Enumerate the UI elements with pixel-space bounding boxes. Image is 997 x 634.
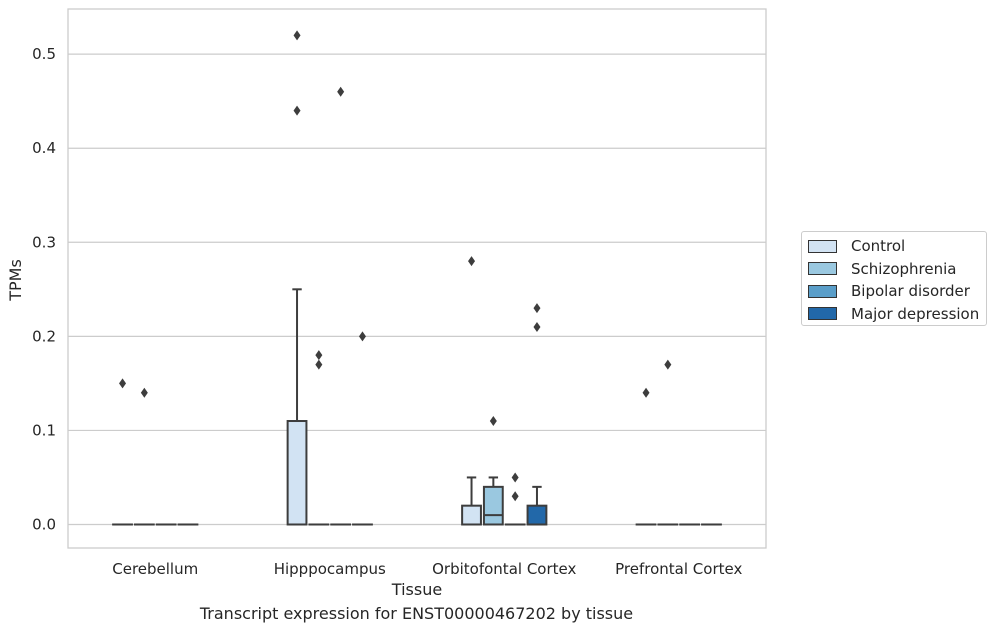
plot-area-frame [67,8,767,549]
gridlines [68,53,766,526]
legend-item: Major depression [808,303,986,326]
box-schizophrenia [133,387,155,526]
x-tick-label: Prefrontal Cortex [615,560,742,578]
box-body [286,420,308,526]
x-tick-label: Orbitofontal Cortex [432,560,576,578]
legend-label: Schizophrenia [851,259,957,278]
outlier-point [140,387,148,398]
box-group [112,30,722,526]
outlier-point [533,303,541,314]
y-tick-label: 0.3 [32,233,56,251]
outlier-point [511,491,519,502]
legend-item: Schizophrenia [808,258,986,281]
legend-swatch [808,284,837,298]
outlier-point [293,105,301,116]
outlier-point [293,30,301,41]
box-schizophrenia [308,350,330,526]
box-body [526,504,548,526]
x-tick-label: Hipppocampus [274,560,386,578]
legend-swatch [808,262,837,276]
outlier-point [533,321,541,332]
outlier-point [489,416,497,427]
outlier-point [315,359,323,370]
y-tick-label: 0.0 [32,515,56,533]
box-body [482,485,504,526]
chart-caption: Transcript expression for ENST0000046720… [199,604,634,623]
outlier-point [315,350,323,361]
outlier-point [664,359,672,370]
outlier-point [337,86,345,97]
box-schizophrenia [657,359,679,526]
y-tick-label: 0.5 [32,45,56,63]
legend-item: Control [808,235,986,258]
outlier-point [642,387,650,398]
box-bipolar-disorder [330,86,352,526]
outlier-point [358,331,366,342]
y-tick-labels: 0.0 0.1 0.2 0.3 0.4 0.5 [32,45,56,533]
box-control [461,256,482,526]
legend-swatch [808,307,837,321]
box-control [286,30,308,526]
box-major-depression [352,331,373,526]
box-bipolar-disorder [504,472,526,526]
legend-label: Major depression [851,304,980,323]
legend: Control Schizophrenia Bipolar disorder Majo… [801,231,987,326]
x-tick-labels: Cerebellum Hipppocampus Orbitofontal Corte… [112,560,742,578]
y-axis-label: TPMs [6,259,25,302]
box-schizophrenia [482,416,504,526]
box-major-depression [526,303,548,526]
legend-swatch [808,239,837,253]
y-tick-label: 0.1 [32,421,56,439]
legend-label: Bipolar disorder [851,282,970,301]
outlier-point [511,472,519,483]
box-control [112,378,133,526]
legend-item: Bipolar disorder [808,280,986,303]
x-axis-label: Tissue [391,580,442,599]
x-tick-label: Cerebellum [112,560,198,578]
box-control [635,387,657,526]
box-body [461,504,482,526]
y-tick-label: 0.2 [32,327,56,345]
outlier-point [468,256,476,267]
legend-label: Control [851,237,906,256]
y-tick-label: 0.4 [32,139,56,157]
outlier-point [119,378,127,389]
